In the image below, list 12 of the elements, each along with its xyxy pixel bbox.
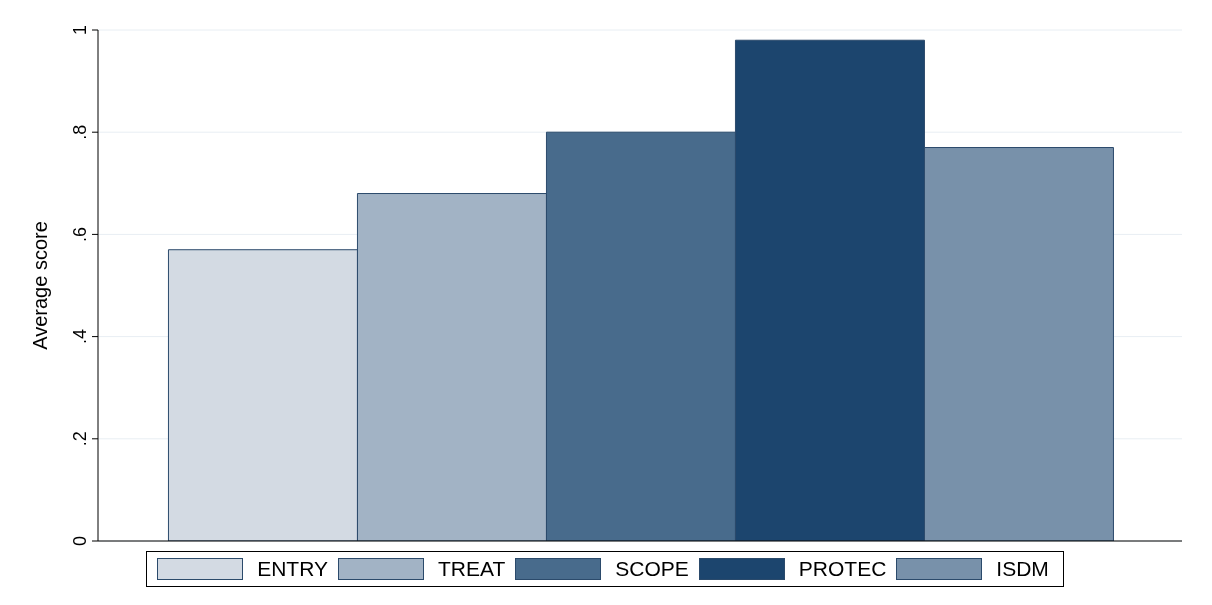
legend-label: SCOPE	[615, 557, 689, 581]
y-tick-label: .2	[70, 431, 90, 447]
y-tick-label: .4	[70, 329, 90, 345]
legend-label: ISDM	[996, 557, 1049, 581]
legend-label: ENTRY	[257, 557, 328, 581]
legend-label: PROTEC	[798, 557, 887, 581]
y-tick-label: 0	[70, 535, 90, 547]
y-tick-label: .6	[70, 226, 90, 242]
legend-label: TREAT	[437, 557, 506, 581]
y-tick-label: 1	[70, 24, 90, 36]
y-tick-label: .8	[70, 124, 90, 140]
y-axis-title: Average score	[29, 221, 52, 350]
